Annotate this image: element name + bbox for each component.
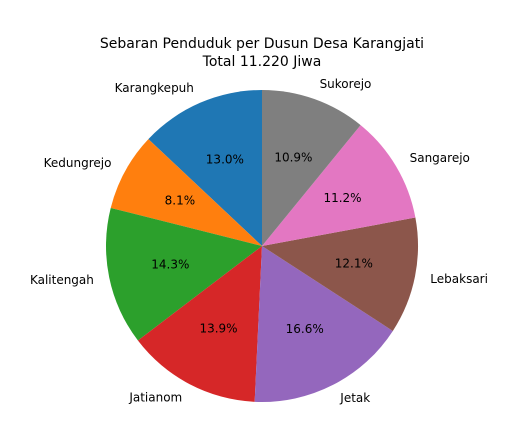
chart-subtitle: Total 11.220 Jiwa — [202, 54, 322, 70]
value-label: 16.6% — [286, 322, 324, 336]
pie-slice — [110, 139, 262, 246]
pie-slice — [106, 207, 263, 341]
pie-slice — [262, 217, 418, 331]
pie-slice — [262, 125, 416, 246]
slice-label: Kalitengah — [30, 273, 94, 287]
chart-title: Sebaran Penduduk per Dusun Desa Karangja… — [100, 36, 424, 52]
slice-label: Sangarejo — [410, 151, 470, 165]
slice-label: Karangkepuh — [115, 81, 194, 95]
slice-label: Lebaksari — [430, 272, 488, 286]
value-label: 13.0% — [206, 153, 244, 167]
value-label: 13.9% — [199, 321, 237, 335]
value-label: 8.1% — [165, 194, 196, 208]
slice-label: Sukorejo — [320, 77, 372, 91]
pie-slice — [137, 246, 262, 402]
slice-label: Jatianom — [128, 390, 182, 404]
pie-slice — [148, 90, 262, 246]
value-label: 11.2% — [323, 191, 361, 205]
value-label: 10.9% — [274, 150, 312, 164]
value-label: 12.1% — [335, 257, 373, 271]
slice-label: Jetak — [339, 391, 370, 405]
pie-slice — [262, 90, 361, 246]
slice-label: Kedungrejo — [44, 156, 112, 170]
value-label: 14.3% — [151, 257, 189, 271]
pie-slice — [254, 246, 393, 402]
